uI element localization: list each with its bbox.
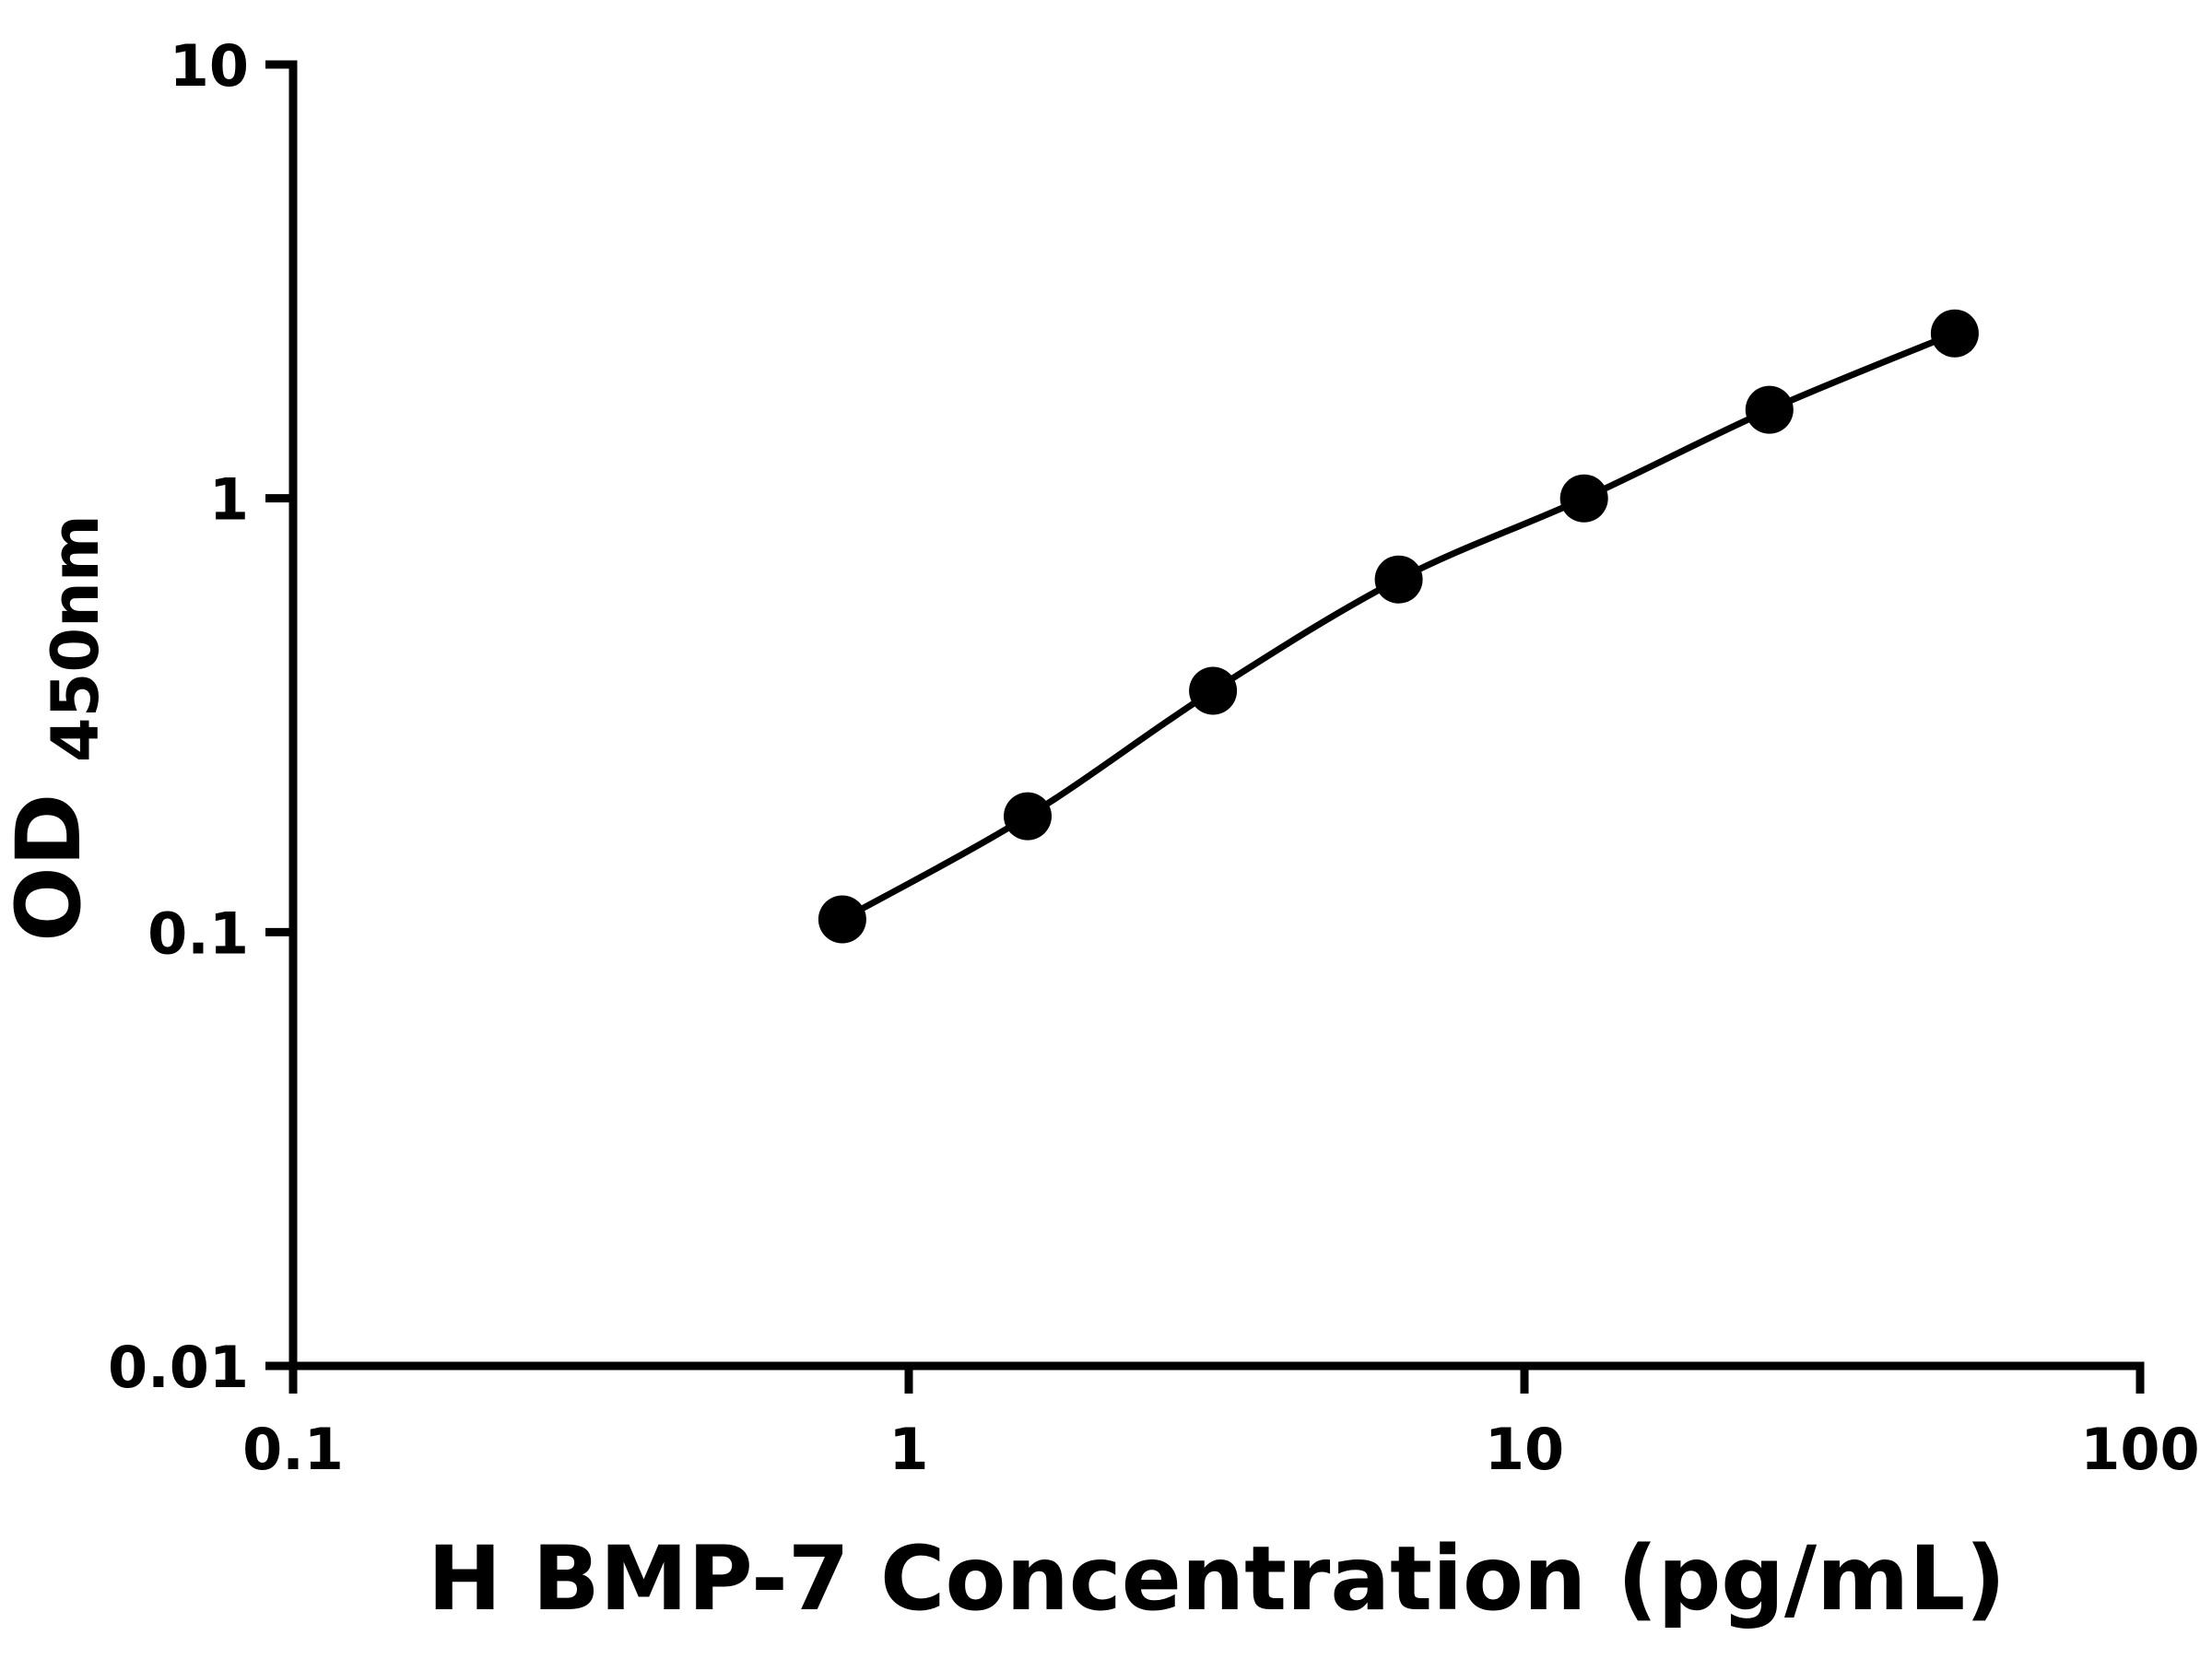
- axis-spine: [288, 60, 2145, 1371]
- x-axis-title: H BMP-7 Concentration (pg/mL): [428, 1527, 2006, 1630]
- data-point: [1745, 385, 1794, 434]
- y-axis-title-main: OD: [0, 794, 100, 942]
- x-tick-label: 100: [2080, 1416, 2199, 1483]
- y-tick-label: 0.01: [108, 1334, 249, 1401]
- data-point: [1559, 474, 1608, 523]
- axes-layer: 0.1 1 10 100 0.01 0.1 1 10: [108, 32, 2200, 1483]
- data-point: [1189, 666, 1238, 715]
- data-point: [818, 895, 866, 944]
- x-tick-label: 0.1: [242, 1416, 344, 1483]
- y-axis-title: OD 450nm: [0, 514, 113, 942]
- y-tick-label: 10: [170, 32, 249, 100]
- data-point: [1004, 792, 1052, 841]
- y-axis-title-sub: 450nm: [38, 514, 113, 762]
- y-tick-label: 1: [209, 466, 249, 534]
- x-tick-label: 10: [1485, 1416, 1564, 1483]
- data-point: [1930, 309, 1979, 358]
- y-tick-label: 0.1: [147, 900, 249, 967]
- x-tick-label: 1: [888, 1416, 928, 1483]
- data-point: [1374, 555, 1423, 604]
- series-layer: [818, 309, 1979, 944]
